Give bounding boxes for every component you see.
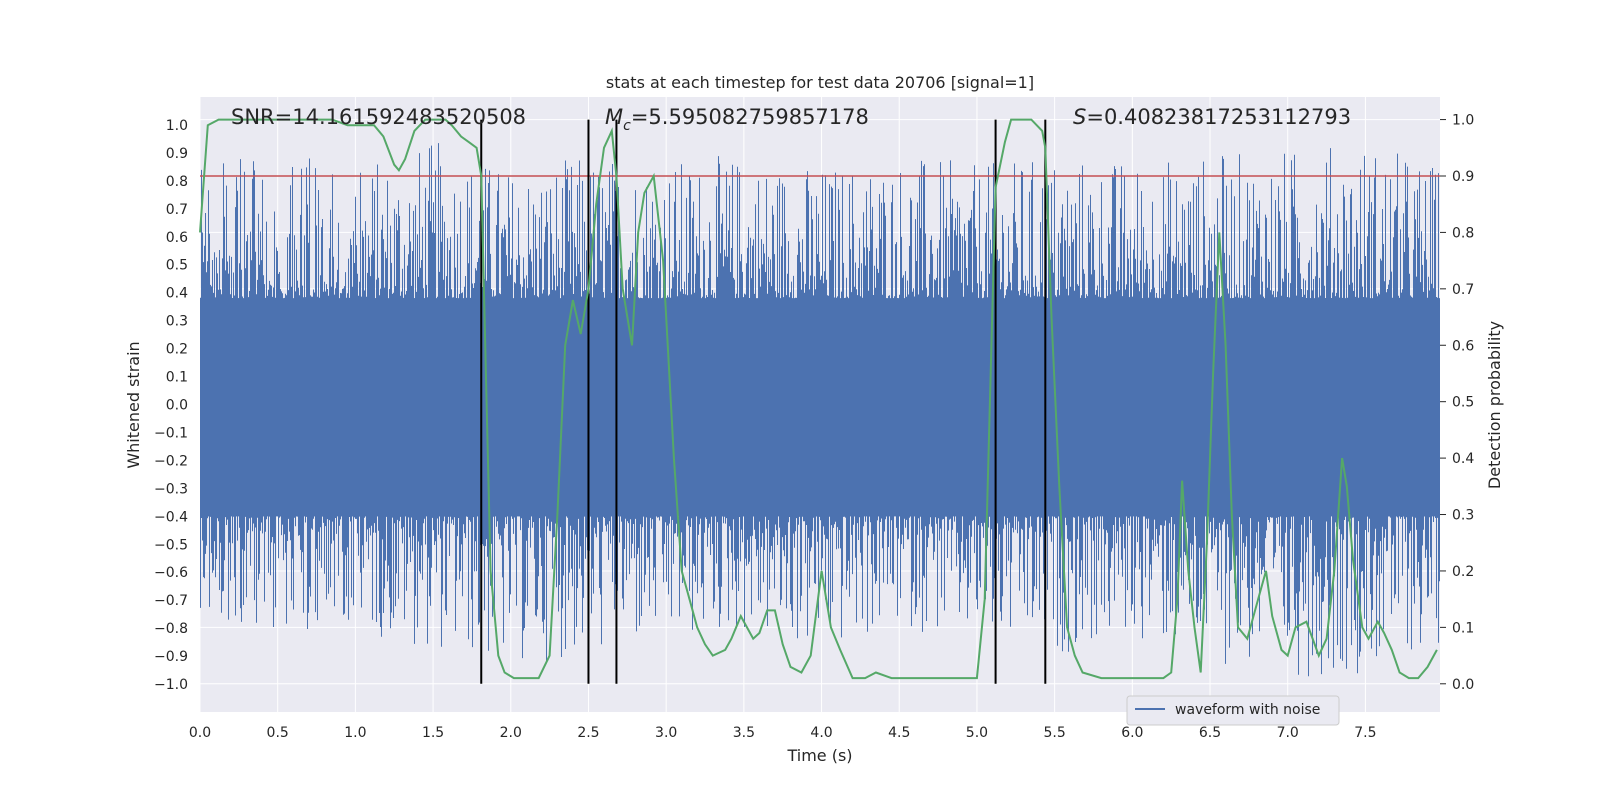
- y2-tick-label: 0.3: [1452, 508, 1474, 524]
- y2-axis-label: Detection probability: [1485, 321, 1504, 489]
- y-tick-label: 0.3: [166, 314, 188, 330]
- x-tick-label: 6.0: [1121, 725, 1143, 741]
- y2-tick-label: 0.8: [1452, 225, 1474, 241]
- legend-label: waveform with noise: [1175, 702, 1320, 718]
- x-axis-ticks: 0.0 0.5 1.0 1.5 2.0 2.5 3.0 3.5 4.0 4.5 5.0 5.5 6.0 6…: [189, 725, 1377, 741]
- y-tick-label: 0.4: [166, 286, 188, 302]
- y-tick-label: −0.8: [154, 621, 188, 637]
- y2-tick-label: 0.9: [1452, 169, 1474, 185]
- y2-tick-label: 0.4: [1452, 451, 1474, 467]
- y-tick-label: 0.5: [166, 258, 188, 274]
- y2-tick-label: 1.0: [1452, 113, 1474, 129]
- y-tick-label: −0.2: [154, 453, 188, 469]
- x-tick-label: 2.0: [500, 725, 522, 741]
- y-tick-label: 0.9: [166, 146, 188, 162]
- waveform-trace: [200, 143, 1440, 677]
- x-tick-label: 1.5: [422, 725, 444, 741]
- legend-box: [1126, 695, 1340, 726]
- y-tick-label: −0.3: [154, 481, 188, 497]
- x-tick-label: 3.0: [655, 725, 677, 741]
- y-axis-label: Whitened strain: [124, 341, 143, 468]
- y2-tick-label: 0.5: [1452, 395, 1474, 411]
- chirp-mass-annotation: Mc=5.595082759857178: [605, 105, 869, 134]
- y-tick-label: 0.2: [166, 342, 188, 358]
- s-annotation: S=0.40823817253112793: [1073, 105, 1351, 129]
- chart-title: stats at each timestep for test data 207…: [606, 73, 1034, 92]
- x-tick-label: 1.0: [344, 725, 366, 741]
- x-tick-label: 2.5: [577, 725, 599, 741]
- snr-annotation: SNR=14.161592483520508: [231, 105, 526, 129]
- x-tick-label: 7.0: [1277, 725, 1299, 741]
- y-tick-label: −0.4: [154, 509, 188, 525]
- detection-probability-line: [199, 118, 1438, 680]
- y-tick-label: −1.0: [154, 677, 188, 693]
- y-tick-label: 0.1: [166, 370, 188, 386]
- y2-tick-label: 0.7: [1452, 282, 1474, 298]
- chirp-mass-symbol: M: [605, 105, 623, 129]
- y-tick-label: 0.6: [166, 230, 188, 246]
- x-tick-label: 7.5: [1354, 725, 1376, 741]
- x-tick-label: 0.0: [189, 725, 211, 741]
- y-tick-label: −0.7: [154, 593, 188, 609]
- x-axis-label: Time (s): [786, 746, 852, 765]
- y2-tick-label: 0.1: [1452, 620, 1474, 636]
- y-tick-label: −0.1: [154, 425, 188, 441]
- y-axis-ticks: 1.0 0.9 0.8 0.7 0.6 0.5 0.4 0.3 0.2 0.1 0.0 −0.1 −0.…: [154, 118, 188, 693]
- y-tick-label: 0.0: [166, 398, 188, 414]
- x-tick-label: 5.0: [966, 725, 988, 741]
- chirp-mass-subscript: c: [623, 118, 631, 134]
- x-tick-label: 4.5: [888, 725, 910, 741]
- y-tick-label: 0.8: [166, 174, 188, 190]
- y-tick-label: 1.0: [166, 118, 188, 134]
- y2-tick-label: 0.6: [1452, 338, 1474, 354]
- legend: waveform with noise: [1126, 695, 1340, 726]
- x-tick-label: 0.5: [267, 725, 289, 741]
- y-tick-label: −0.6: [154, 565, 188, 581]
- x-tick-label: 3.5: [733, 725, 755, 741]
- x-tick-label: 6.5: [1199, 725, 1221, 741]
- s-value: =0.40823817253112793: [1086, 105, 1351, 129]
- y-tick-label: −0.9: [154, 649, 188, 665]
- waveform-series: [200, 143, 1440, 677]
- x-tick-label: 4.0: [810, 725, 832, 741]
- y-tick-label: −0.5: [154, 537, 188, 553]
- y-tick-label: 0.7: [166, 202, 188, 218]
- y2-axis-ticks: 1.0 0.9 0.8 0.7 0.6 0.5 0.4 0.3 0.2 0.1 0.0: [1440, 113, 1474, 693]
- y2-tick-label: 0.2: [1452, 564, 1474, 580]
- x-tick-label: 5.5: [1044, 725, 1066, 741]
- chirp-mass-value: =5.595082759857178: [631, 105, 869, 129]
- y2-tick-label: 0.0: [1452, 677, 1474, 693]
- s-symbol: S: [1073, 105, 1086, 129]
